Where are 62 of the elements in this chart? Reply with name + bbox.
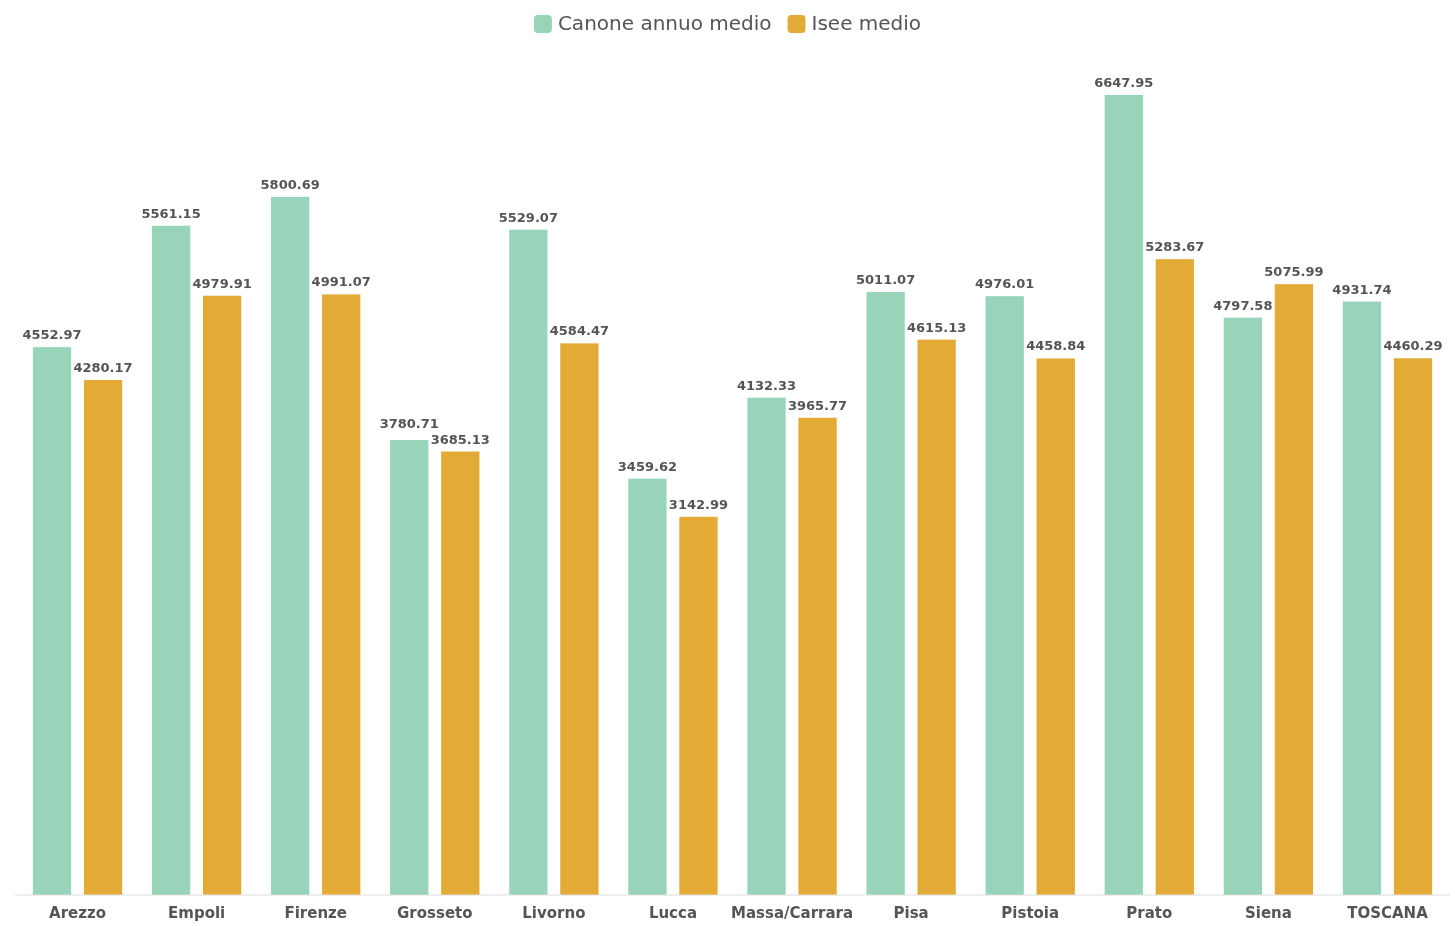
bar [151, 225, 191, 895]
x-tick-label: Siena [1244, 903, 1292, 922]
data-label: 4976.01 [975, 276, 1035, 292]
x-tick-label: Firenze [284, 903, 347, 922]
data-label: 5283.67 [1145, 239, 1205, 255]
bar [83, 379, 123, 895]
data-label: 3965.77 [787, 397, 848, 413]
bar [1104, 95, 1143, 895]
data-label: 5800.69 [260, 176, 320, 192]
bar [917, 339, 956, 895]
data-label: 5529.07 [498, 209, 558, 225]
x-tick-label: Empoli [168, 903, 226, 922]
data-label: 5561.15 [141, 205, 201, 221]
bar [509, 229, 548, 895]
bar [1223, 317, 1263, 895]
bar [202, 295, 242, 895]
data-label: 4797.58 [1213, 297, 1273, 313]
bar [271, 196, 310, 895]
bar [1342, 301, 1382, 895]
data-label: 4132.33 [736, 377, 797, 393]
bar [560, 343, 599, 895]
bar [798, 417, 837, 895]
bar [390, 440, 429, 895]
data-label: 4979.91 [192, 275, 252, 291]
x-tick-label: Lucca [648, 903, 698, 922]
data-label: 4280.17 [73, 359, 133, 375]
data-label: 5075.99 [1264, 264, 1324, 280]
bar [985, 296, 1024, 895]
x-tick-label: TOSCANA [1347, 903, 1429, 922]
bar [441, 451, 480, 895]
bar [1155, 259, 1194, 895]
data-label: 4460.29 [1383, 338, 1443, 354]
bar [679, 516, 718, 895]
data-label: 4552.97 [22, 327, 82, 343]
data-label: 3459.62 [617, 458, 678, 474]
bar [747, 397, 786, 895]
data-label: 6647.95 [1094, 75, 1154, 90]
bar [866, 291, 905, 895]
data-label: 5011.07 [856, 271, 916, 287]
x-tick-label: Prato [1126, 903, 1173, 922]
data-label: 3142.99 [668, 496, 729, 512]
x-tick-label: Livorno [522, 903, 586, 922]
legend-label: Canone annuo medio [557, 11, 772, 35]
data-label: 3780.71 [379, 415, 439, 431]
data-label: 4584.47 [549, 323, 609, 339]
data-label: 4931.74 [1332, 281, 1392, 297]
x-tick-label: Massa/Carrara [731, 903, 854, 922]
bar [1274, 284, 1314, 895]
x-tick-label: Grosseto [397, 903, 473, 922]
x-tick-label: Arezzo [49, 903, 106, 922]
bar [1393, 358, 1433, 895]
data-label: 4458.84 [1026, 338, 1086, 354]
bar [322, 294, 361, 895]
x-tick-label: Pisa [893, 903, 929, 922]
bar [628, 478, 667, 895]
bar [1036, 358, 1075, 895]
x-tick-label: Pistoia [1001, 903, 1060, 922]
data-label: 3685.13 [430, 431, 490, 447]
data-label: 4991.07 [311, 274, 371, 290]
legend-label: Isee medio [811, 11, 922, 35]
bar [32, 347, 72, 895]
data-label: 4615.13 [907, 319, 967, 335]
